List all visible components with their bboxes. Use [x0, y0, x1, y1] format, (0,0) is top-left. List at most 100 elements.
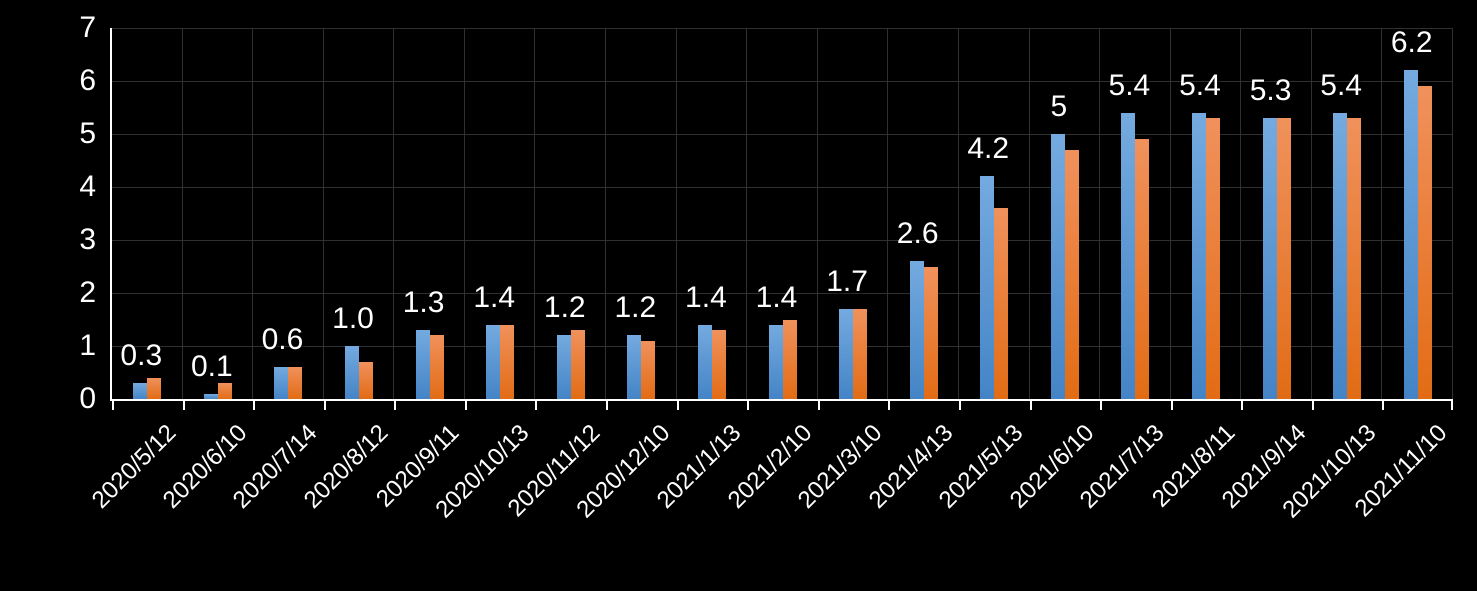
vertical-gridline	[887, 28, 889, 399]
y-axis-tick-label: 1	[79, 329, 96, 362]
data-label: 5	[1050, 90, 1068, 123]
vertical-gridline	[1452, 28, 1453, 399]
bar-orange-series	[782, 319, 797, 399]
x-axis-line	[110, 399, 1453, 401]
y-axis-tick-label: 0	[79, 382, 96, 415]
vertical-gridline	[1099, 28, 1101, 399]
bar-blue-series	[1333, 112, 1348, 399]
x-axis-tick	[1241, 399, 1244, 410]
x-axis-tick	[535, 399, 538, 410]
data-label: 1.2	[614, 291, 657, 325]
data-label: 1.3	[402, 286, 445, 320]
horizontal-gridline	[112, 240, 1453, 241]
data-label: 0.3	[120, 339, 163, 373]
vertical-gridline	[322, 28, 324, 399]
vertical-gridline	[393, 28, 395, 399]
x-axis-tick	[394, 399, 397, 410]
bar-orange-series	[1276, 118, 1291, 399]
vertical-gridline	[746, 28, 748, 399]
x-axis-tick	[676, 399, 679, 410]
x-axis-tick	[253, 399, 256, 410]
y-axis-tick-label: 7	[79, 11, 96, 44]
bar-blue-series	[627, 335, 642, 399]
vertical-gridline	[463, 28, 465, 399]
y-axis-tick-label: 4	[79, 170, 96, 203]
bar-blue-series	[345, 346, 360, 399]
bar-blue-series	[697, 324, 712, 399]
bar-orange-series	[570, 330, 585, 399]
bar-blue-series	[839, 308, 854, 399]
vertical-gridline	[1310, 28, 1312, 399]
y-axis-tick-label: 3	[79, 223, 96, 256]
bar-blue-series	[486, 324, 501, 399]
data-label: 0.6	[261, 323, 304, 357]
bar-blue-series	[1121, 112, 1136, 399]
bar-orange-series	[711, 330, 726, 399]
x-axis-tick	[817, 399, 820, 410]
plot-area: 0.3 0.1 0.6 1.0 1.3 1.4 1.2 1.2 1.4 1.4 1.7 2.6 4.2 5…	[110, 26, 1453, 410]
y-axis-tick-label: 5	[79, 117, 96, 150]
bar-blue-series	[203, 393, 218, 399]
data-label: 1.4	[685, 280, 727, 314]
horizontal-gridline	[112, 28, 1453, 29]
data-label: 2.6	[896, 217, 939, 251]
bar-orange-series	[994, 208, 1009, 399]
x-axis-tick	[112, 399, 114, 410]
vertical-gridline	[1381, 28, 1383, 399]
data-label: 1.0	[332, 302, 374, 335]
bar-blue-series	[980, 176, 995, 399]
x-axis-tick	[464, 399, 467, 410]
data-label: 1.2	[543, 291, 586, 325]
horizontal-gridline	[112, 81, 1453, 82]
data-label: 1.7	[826, 264, 868, 298]
bar-orange-series	[1064, 149, 1079, 399]
horizontal-gridline	[112, 134, 1453, 135]
bar-orange-series	[1135, 139, 1150, 399]
bar-orange-series	[147, 377, 162, 399]
bar-orange-series	[288, 367, 303, 399]
bar-orange-series	[1205, 118, 1220, 399]
x-axis-tick	[1170, 399, 1173, 410]
bar-orange-series	[1347, 118, 1362, 399]
data-label: 6.2	[1390, 26, 1433, 60]
x-axis-tick	[888, 399, 891, 410]
bar-blue-series	[1191, 112, 1206, 399]
bar-orange-series	[217, 383, 232, 399]
vertical-gridline	[181, 28, 183, 399]
data-label: 1.4	[473, 280, 516, 314]
vertical-gridline	[1169, 28, 1171, 399]
data-label: 4.2	[967, 132, 1010, 166]
bar-blue-series	[274, 367, 289, 399]
bar-blue-series	[1050, 134, 1065, 399]
bar-blue-series	[133, 383, 148, 399]
bar-blue-series	[1403, 70, 1418, 399]
vertical-gridline	[252, 28, 254, 399]
vertical-gridline	[534, 28, 536, 399]
x-axis-tick	[182, 399, 185, 410]
x-axis-tick	[1029, 399, 1032, 410]
data-label: 1.4	[755, 280, 798, 314]
x-axis-tick	[323, 399, 326, 410]
bar-blue-series	[768, 324, 783, 399]
bar-orange-series	[429, 335, 444, 399]
vertical-gridline	[816, 28, 818, 399]
x-axis-tick	[1451, 399, 1453, 410]
data-label: 5.4	[1179, 68, 1221, 102]
bar-orange-series	[1417, 86, 1432, 399]
x-axis-tick	[958, 399, 961, 410]
y-axis-tick-label: 6	[79, 64, 96, 97]
vertical-gridline	[957, 28, 959, 399]
bar-orange-series	[853, 308, 868, 399]
x-axis-tick	[747, 399, 750, 410]
bar-blue-series	[556, 335, 571, 399]
x-axis-tick	[1100, 399, 1103, 410]
y-axis-line	[110, 28, 112, 401]
vertical-gridline	[605, 28, 607, 399]
vertical-gridline	[1028, 28, 1030, 399]
data-label: 5.4	[1108, 68, 1151, 102]
x-axis-tick	[1382, 399, 1385, 410]
y-axis-tick-label: 2	[79, 276, 96, 309]
bar-orange-series	[641, 340, 656, 399]
data-label: 0.1	[191, 349, 233, 383]
